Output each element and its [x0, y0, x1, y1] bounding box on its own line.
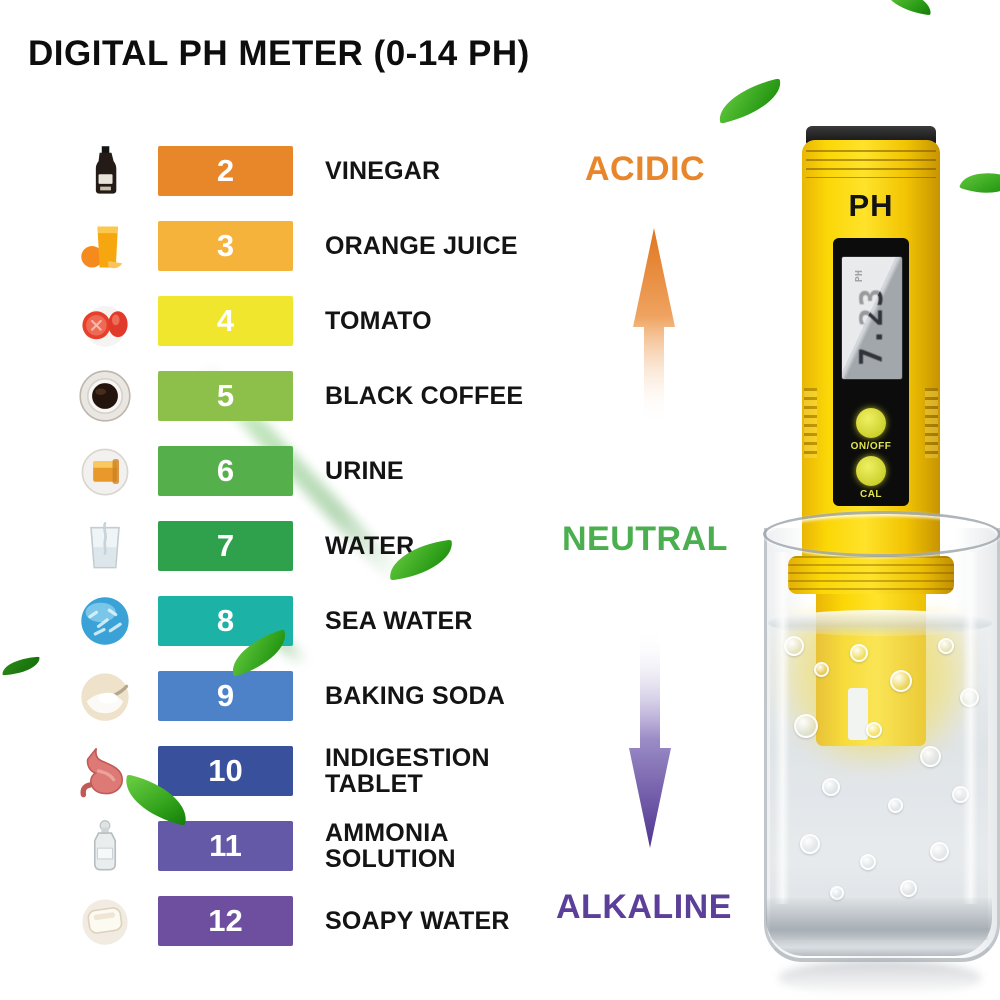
ph-value: 12: [208, 902, 243, 938]
ph-value: 5: [216, 377, 235, 413]
ph-value: 7: [216, 527, 235, 563]
glass-rim: [763, 511, 1000, 557]
substance-label: BAKING SODA: [325, 681, 505, 710]
substance-label: TOMATO: [325, 306, 432, 335]
soap-icon: [76, 892, 134, 950]
ph-row-baking-soda: 9 BAKING SODA: [0, 658, 570, 733]
ph-bar: 2: [158, 145, 293, 196]
ph-bar: 9: [158, 670, 293, 721]
ph-bar: 10: [158, 745, 293, 796]
meter-ribbed-collar: [788, 556, 954, 594]
vinegar-bottle-icon: [76, 142, 134, 200]
substance-label: BLACK COFFEE: [325, 381, 524, 410]
substance-label: SOAPY WATER: [325, 906, 510, 935]
substance-label: INDIGESTION TABLET: [325, 743, 490, 798]
orange-juice-icon: [76, 217, 134, 275]
ph-value: 4: [216, 302, 235, 338]
stomach-icon: [76, 742, 134, 800]
ammonia-bottle-icon: [76, 817, 134, 875]
water-surface: [768, 610, 992, 636]
leaf-icon: [959, 162, 1000, 204]
ph-value: 3: [216, 227, 235, 263]
meter-brand-label: PH: [848, 188, 894, 223]
water-bubbles-layer: [770, 618, 988, 940]
ph-value: 8: [216, 602, 235, 638]
ph-value: 6: [216, 452, 235, 488]
alkaline-down-arrow: [629, 630, 671, 848]
ph-row-orange-juice: 3 ORANGE JUICE: [0, 208, 570, 283]
lcd-unit: PH: [853, 270, 865, 283]
meter-grip-left: [804, 388, 817, 458]
ph-value: 9: [216, 677, 235, 713]
meter-front-panel: 7.23 PH ON/OFF CAL: [833, 238, 909, 506]
ph-bar: 3: [158, 220, 293, 271]
ph-row-vinegar: 2 VINEGAR: [0, 133, 570, 208]
on-off-button-label: ON/OFF: [850, 441, 892, 452]
ph-bar: 12: [158, 895, 293, 946]
substance-label: ORANGE JUICE: [325, 231, 518, 260]
substance-label: WATER: [325, 531, 415, 560]
substance-label: URINE: [325, 456, 404, 485]
glass-base: [766, 898, 992, 956]
water-glass-icon: [76, 517, 134, 575]
ph-row-black-coffee: 5 BLACK COFFEE: [0, 358, 570, 433]
substance-label: VINEGAR: [325, 156, 441, 185]
tomato-icon: [76, 292, 134, 350]
ph-scale-list: 2 VINEGAR 3 ORANGE JUICE: [0, 133, 570, 958]
sea-water-icon: [76, 592, 134, 650]
ph-value: 10: [208, 752, 243, 788]
lcd-display: 7.23 PH: [841, 256, 903, 380]
alkaline-label: ALKALINE: [556, 888, 732, 926]
substance-label: SEA WATER: [325, 606, 473, 635]
urine-icon: [76, 442, 134, 500]
meter-grooves: [806, 150, 936, 178]
ph-row-sea-water: 8 SEA WATER: [0, 583, 570, 658]
glass-right-highlight: [962, 552, 978, 904]
ph-row-urine: 6 URINE: [0, 433, 570, 508]
lcd-reading: 7.23: [854, 287, 890, 366]
leaf-icon: [713, 78, 787, 124]
acidic-label: ACIDIC: [585, 150, 706, 188]
page-title: DIGITAL PH METER (0-14 PH): [28, 34, 530, 73]
ph-row-water: 7 WATER: [0, 508, 570, 583]
probe-slot: [848, 688, 868, 740]
baking-soda-icon: [76, 667, 134, 725]
ph-bar: 11: [158, 820, 293, 871]
on-off-button[interactable]: [856, 408, 886, 438]
ph-value: 11: [209, 827, 242, 863]
ph-row-indigestion-tablet: 10 INDIGESTION TABLET: [0, 733, 570, 808]
ph-row-tomato: 4 TOMATO: [0, 283, 570, 358]
ph-row-soapy-water: 12 SOAPY WATER: [0, 883, 570, 958]
neutral-label: NEUTRAL: [562, 520, 728, 558]
meter-grip-right: [925, 388, 938, 458]
ph-bar: 6: [158, 445, 293, 496]
glass-left-highlight: [774, 552, 790, 904]
leaf-icon: [882, 0, 934, 16]
ph-row-ammonia-solution: 11 AMMONIA SOLUTION: [0, 808, 570, 883]
glass-reflection: [778, 960, 982, 996]
ph-bar: 5: [158, 370, 293, 421]
ph-bar: 4: [158, 295, 293, 346]
cal-button[interactable]: [856, 456, 886, 486]
ph-bar: 7: [158, 520, 293, 571]
acidic-up-arrow: [633, 228, 675, 424]
substance-label: AMMONIA SOLUTION: [325, 818, 456, 873]
ph-value: 2: [216, 152, 235, 188]
black-coffee-icon: [76, 367, 134, 425]
cal-button-label: CAL: [859, 489, 883, 500]
